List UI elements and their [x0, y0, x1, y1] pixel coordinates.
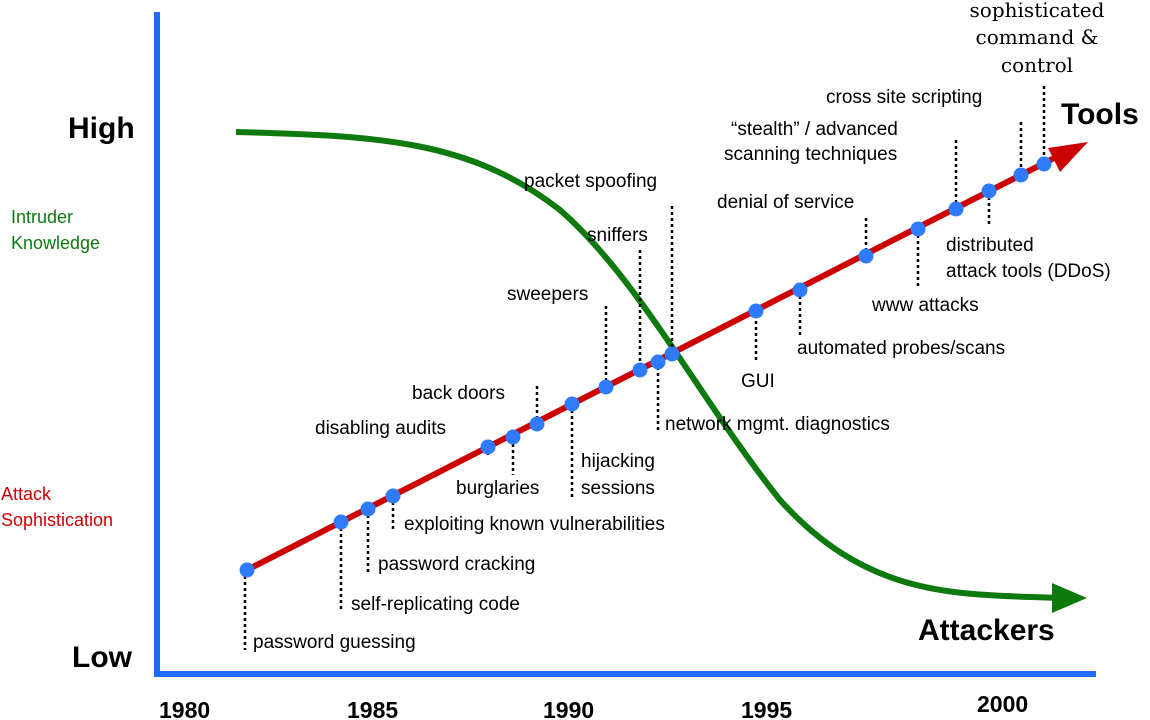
label-distributed-2: attack tools (DDoS): [946, 261, 1111, 282]
intruder-knowledge-label-2: Knowledge: [11, 233, 100, 253]
intruder-knowledge-curve: [235, 129, 1061, 601]
x-tick-1995: 1995: [741, 697, 792, 720]
x-tick-2000: 2000: [977, 691, 1028, 717]
dot-denial-of-service: [858, 248, 874, 264]
dot-stealth: [948, 201, 964, 217]
dot-hijacking: [564, 396, 580, 412]
label-network-mgmt: network mgmt. diagnostics: [665, 414, 890, 435]
x-tick-1985: 1985: [347, 697, 398, 720]
intruder-knowledge-label-1: Intruder: [11, 207, 73, 227]
dot-burglaries: [505, 429, 521, 445]
label-packet-spoofing: packet spoofing: [524, 171, 657, 192]
attack-sophistication-label-1: Attack: [1, 484, 52, 504]
dot-www-attacks: [910, 221, 926, 237]
label-hijacking-1: hijacking: [581, 451, 655, 472]
label-back-doors: back doors: [412, 383, 505, 404]
label-denial-of-service: denial of service: [717, 192, 854, 213]
attack-sophistication-label-2: Sophistication: [1, 510, 113, 530]
y-low-label: Low: [72, 641, 133, 674]
dot-command-control: [1036, 156, 1052, 172]
label-sniffers: sniffers: [587, 225, 648, 246]
dot-password-cracking: [360, 501, 376, 517]
label-exploiting: exploiting known vulnerabilities: [404, 514, 665, 535]
label-hijacking-2: sessions: [581, 478, 655, 499]
dot-password-guessing: [239, 562, 255, 578]
label-password-cracking: password cracking: [378, 554, 535, 575]
label-cross-site: cross site scripting: [826, 87, 982, 108]
label-disabling-audits: disabling audits: [315, 418, 446, 439]
label-sweepers: sweepers: [507, 284, 588, 305]
label-stealth-2: scanning techniques: [724, 144, 897, 165]
dot-back-doors: [529, 416, 545, 432]
tools-arrowhead: [1048, 142, 1088, 172]
attackers-arrow-label: Attackers: [918, 614, 1055, 647]
label-command-control-1: sophisticated: [970, 0, 1105, 22]
dot-sweepers: [598, 379, 614, 395]
dot-distributed: [981, 183, 997, 199]
event-dots: [239, 156, 1052, 578]
dot-gui: [748, 303, 764, 319]
dot-self-replicating-code: [333, 514, 349, 530]
tools-arrow-label: Tools: [1061, 98, 1139, 131]
label-command-control-3: control: [1001, 53, 1073, 77]
y-high-label: High: [68, 112, 135, 145]
label-stealth-1: “stealth” / advanced: [731, 119, 898, 140]
dot-cross-site: [1013, 167, 1029, 183]
x-tick-1990: 1990: [543, 697, 594, 720]
dot-sniffers: [632, 362, 648, 378]
label-www-attacks: www attacks: [871, 295, 979, 316]
label-command-control-2: command &: [976, 25, 1099, 49]
label-burglaries: burglaries: [456, 478, 539, 499]
label-automated-probes: automated probes/scans: [797, 338, 1005, 359]
dot-automated-probes: [792, 282, 808, 298]
dot-packet-spoofing: [664, 346, 680, 362]
attackers-arrowhead: [1052, 583, 1087, 613]
dot-network-mgmt: [650, 354, 666, 370]
dot-exploiting: [385, 488, 401, 504]
label-password-guessing: password guessing: [253, 632, 416, 653]
label-self-replicating-code: self-replicating code: [351, 594, 520, 615]
dot-disabling-audits: [480, 439, 496, 455]
label-distributed-1: distributed: [946, 235, 1034, 256]
label-gui: GUI: [741, 371, 775, 392]
x-tick-1980: 1980: [159, 697, 210, 720]
